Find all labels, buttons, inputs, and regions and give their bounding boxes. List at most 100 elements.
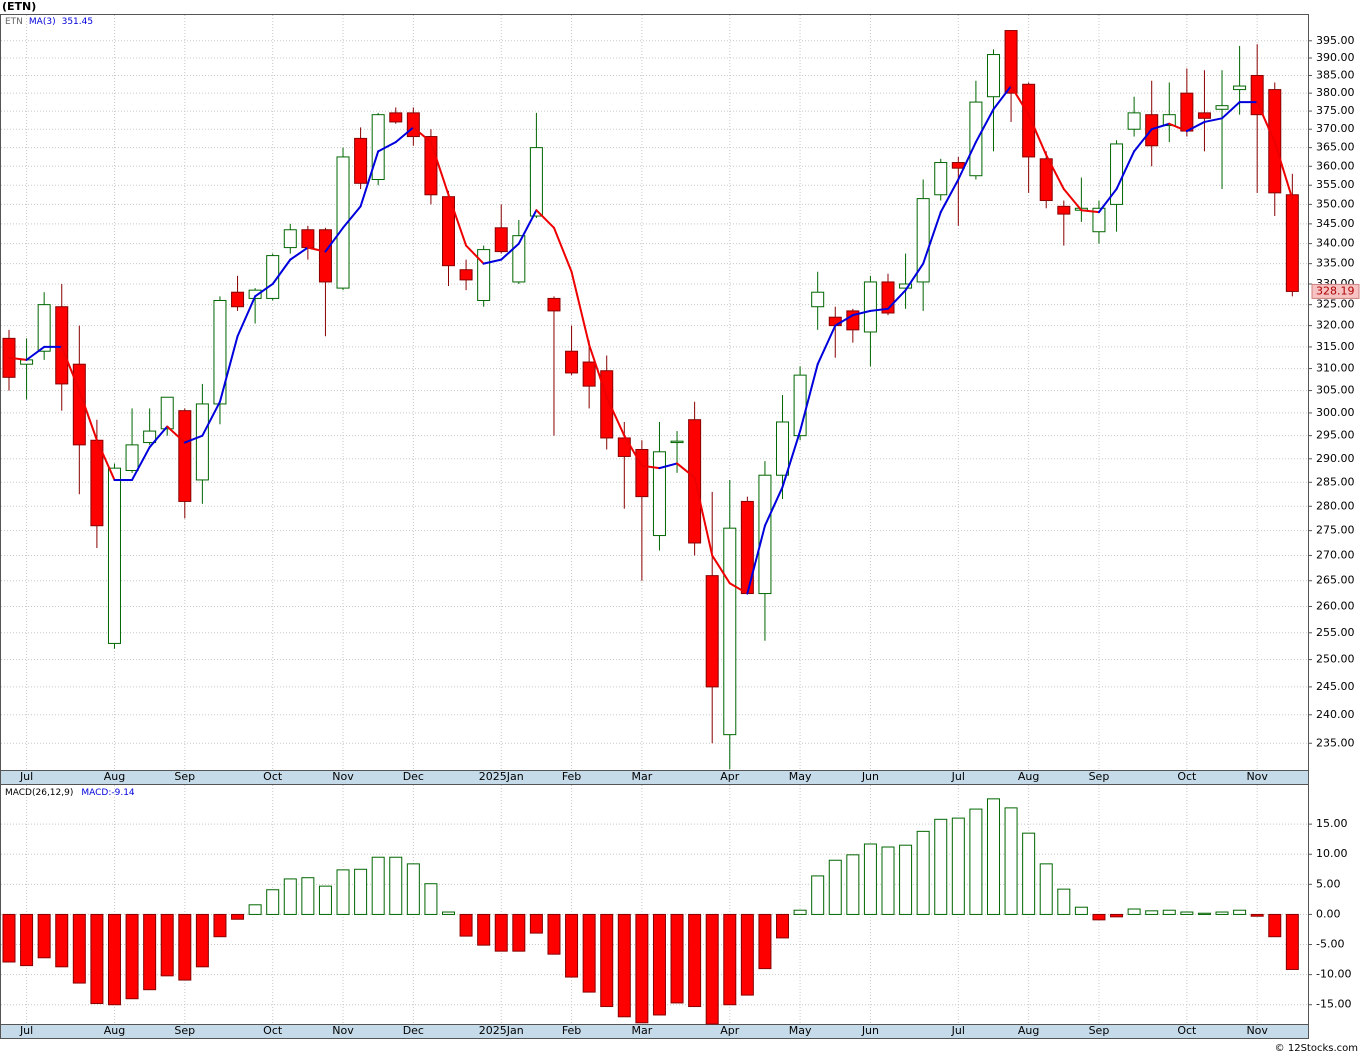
candle-body: [389, 112, 403, 123]
ma-line: [640, 464, 661, 470]
macd-bar: [107, 913, 121, 1006]
ma-name: MA(3): [29, 17, 56, 27]
ma-line: [500, 242, 520, 261]
candle-body: [1039, 158, 1053, 202]
macd-bar: [442, 911, 455, 915]
ma-line: [236, 295, 257, 338]
ma-line: [658, 462, 679, 470]
x-tick-label: Aug: [1018, 1024, 1039, 1037]
y-tick-label: 385.00: [1316, 68, 1355, 81]
ma-line: [377, 141, 397, 153]
plot-layer: Jul Aug Sep Oct Nov Dec 2025Jan Feb Mar Apr May Jun…: [1, 15, 1360, 1037]
candle-body: [459, 269, 473, 281]
macd-bar: [1180, 911, 1194, 915]
macd-bar: [336, 869, 350, 915]
candle-body: [916, 198, 930, 283]
x-tick-label: Jul: [951, 1024, 965, 1037]
candle-body: [55, 306, 69, 385]
ma-line: [816, 324, 837, 366]
ma-line: [851, 309, 872, 317]
candle-body: [37, 304, 51, 352]
ma-line: [676, 462, 696, 479]
ma-line: [394, 126, 415, 144]
y-tick-label: -15.00: [1316, 998, 1351, 1011]
y-tick-label: 235.00: [1316, 736, 1355, 749]
candle-body: [1180, 92, 1194, 132]
macd-bar: [582, 913, 596, 993]
candle-body: [776, 421, 790, 476]
x-tick-label: Jul: [19, 1024, 33, 1037]
macd-bar: [1074, 906, 1088, 915]
candle-body: [143, 430, 157, 444]
candle-body: [318, 229, 332, 283]
ma-line: [131, 446, 151, 481]
macd-bar: [828, 859, 842, 915]
candle-body: [969, 101, 983, 177]
x-tick-label: Jul: [19, 770, 33, 783]
macd-bar: [688, 913, 702, 1008]
macd-bar: [55, 913, 69, 968]
macd-bar: [776, 913, 790, 939]
ma-line: [412, 126, 432, 144]
candle-body: [1233, 85, 1247, 91]
y-tick-label: 340.00: [1316, 237, 1355, 250]
candle-body: [934, 162, 948, 196]
macd-bar: [1215, 911, 1229, 915]
x-tick-label: May: [789, 1024, 812, 1037]
macd-bar: [934, 818, 948, 915]
macd-bar: [371, 856, 385, 915]
candle-body: [758, 474, 772, 595]
candle-body: [828, 316, 842, 327]
macd-bar: [951, 817, 965, 915]
macd-bar: [1127, 908, 1141, 915]
ma-line: [60, 345, 81, 392]
candle-body: [1004, 30, 1018, 94]
x-tick-label: May: [789, 770, 812, 783]
price-panel: [0, 14, 1309, 771]
y-tick-label: 265.00: [1316, 574, 1355, 587]
ma-line: [447, 193, 468, 247]
ma-line: [1027, 113, 1048, 157]
candle-body: [477, 249, 491, 301]
macd-bar: [863, 843, 877, 915]
macd-bar: [424, 883, 438, 915]
candle-body: [951, 162, 965, 169]
ma-line: [254, 282, 274, 298]
ma-line: [992, 85, 1013, 111]
macd-bar: [389, 856, 403, 915]
macd-bar: [1092, 913, 1106, 921]
chart-title: (ETN): [2, 0, 36, 13]
ma-line: [201, 400, 221, 437]
macd-bar: [266, 889, 280, 915]
ma-line: [922, 211, 942, 265]
x-tick-label: Mar: [631, 1024, 652, 1037]
y-tick-label: 320.00: [1316, 319, 1355, 332]
ma-line: [183, 434, 204, 444]
macd-bar: [1285, 913, 1299, 970]
ma-line: [781, 430, 802, 489]
macd-bar: [1057, 888, 1071, 915]
y-tick-label: 240.00: [1316, 708, 1355, 721]
x-tick-label: Feb: [562, 1024, 581, 1037]
x-tick-label: Dec: [403, 770, 424, 783]
last-price-label: 328.19: [1316, 284, 1355, 297]
x-tick-label: Nov: [332, 770, 354, 783]
legend: ETN MA(3) 351.45: [5, 17, 93, 27]
candle-body: [986, 54, 1000, 98]
ma-line: [623, 434, 643, 467]
macd-bar: [1197, 912, 1211, 915]
ma-line: [570, 270, 591, 346]
y-tick-label: 280.00: [1316, 499, 1355, 512]
candle-body: [1162, 114, 1176, 127]
ma-line: [289, 246, 309, 261]
candle-body: [371, 114, 385, 181]
ma-line: [148, 425, 169, 449]
candle-body: [793, 374, 807, 437]
candle-body: [125, 444, 139, 471]
macd-bar: [90, 913, 104, 1005]
y-tick-label: -10.00: [1316, 968, 1351, 981]
x-tick-label: 2025Jan: [479, 1024, 524, 1037]
y-tick-label: 310.00: [1316, 362, 1355, 375]
copyright: © 12Stocks.com: [1275, 1043, 1358, 1054]
y-tick-label: 315.00: [1316, 340, 1355, 353]
